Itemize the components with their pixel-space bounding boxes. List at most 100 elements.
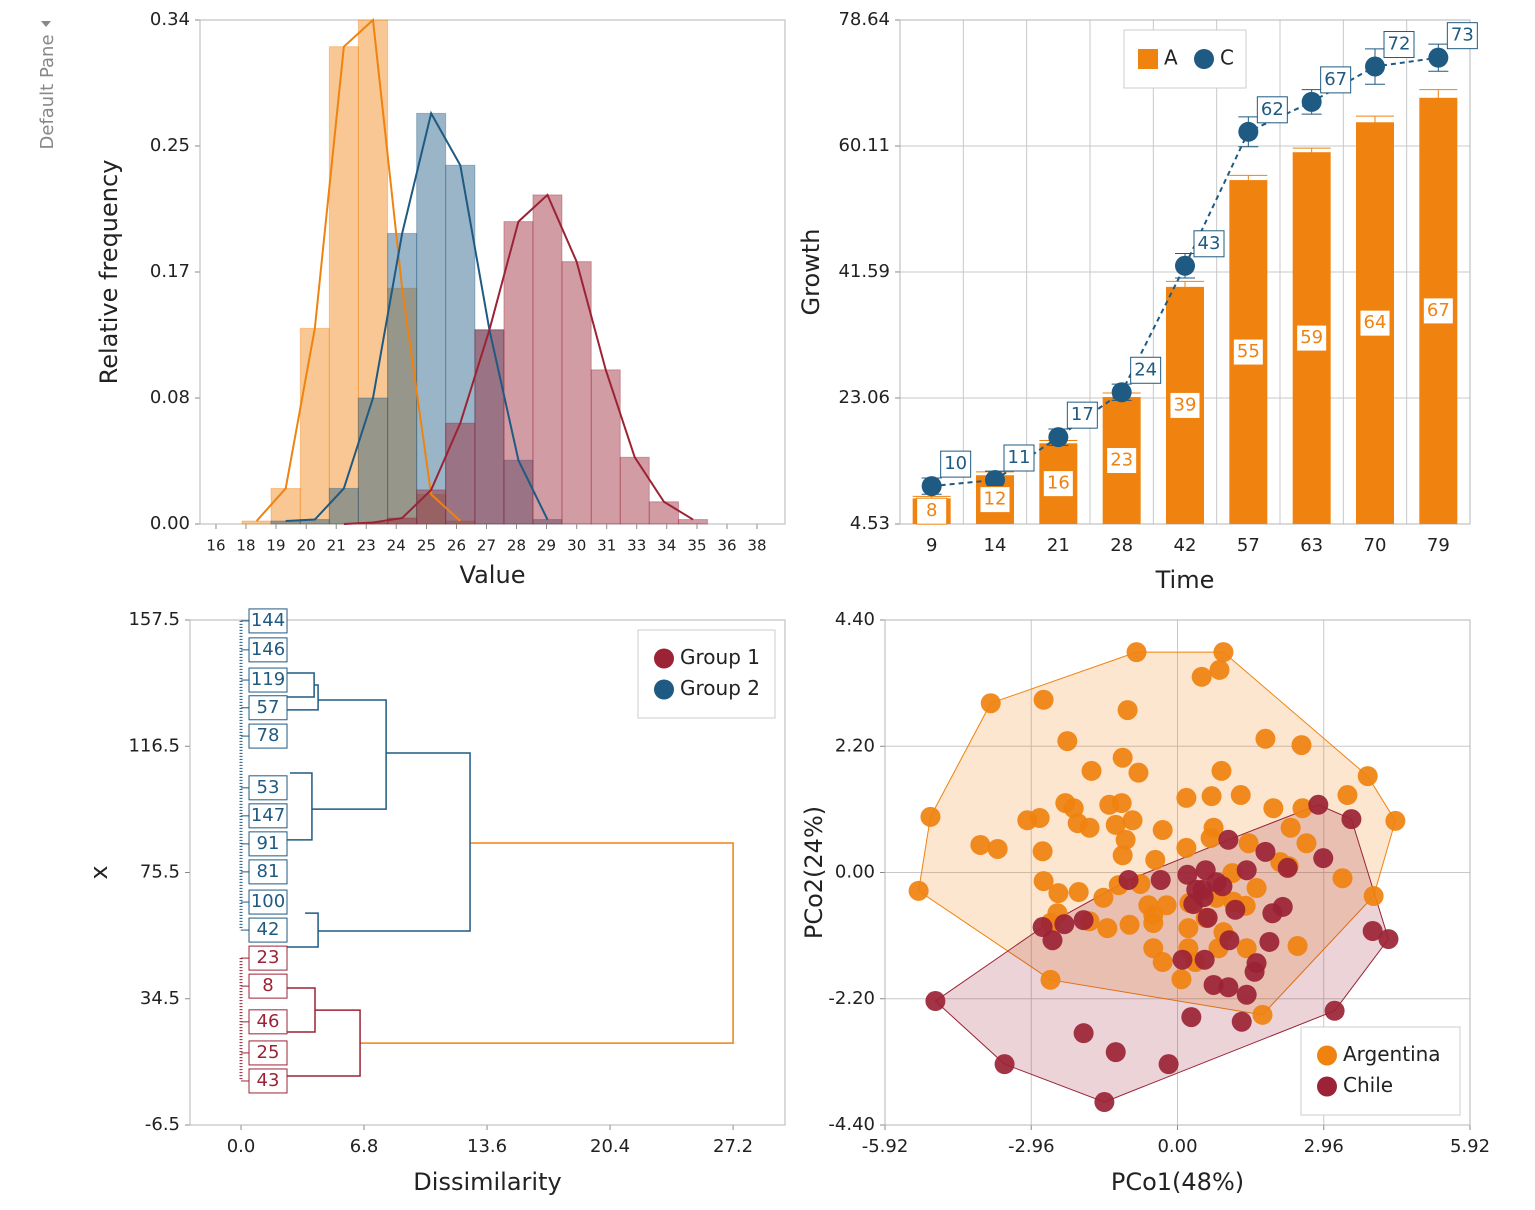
y-axis-title: PCo2(24%) <box>800 806 828 939</box>
scatter-point <box>1178 918 1199 939</box>
dendrogram-link <box>360 842 734 1044</box>
y-tick-label: 0.08 <box>150 387 190 408</box>
scatter-point <box>908 880 929 901</box>
scatter-point <box>1105 1042 1126 1063</box>
dendrogram-link <box>280 684 319 711</box>
histogram-bar <box>445 422 476 525</box>
leaf-label-box <box>248 1068 288 1094</box>
y-tick-label: 2.20 <box>835 735 875 756</box>
leaf-label-box <box>248 695 288 721</box>
x-tick-label: 63 <box>1300 535 1323 556</box>
histogram-bar <box>619 456 650 525</box>
data-label-box <box>1256 96 1288 124</box>
leaf-label-box <box>248 803 288 829</box>
histogram-bar <box>299 327 330 525</box>
x-tick-label: 29 <box>537 537 556 555</box>
data-label-box <box>1383 31 1415 59</box>
data-label-box <box>916 497 948 525</box>
data-label: 39 <box>1174 394 1197 415</box>
scatter-point <box>1236 984 1257 1005</box>
scatter-point <box>1244 961 1265 982</box>
x-tick-label: -2.96 <box>1008 1136 1055 1157</box>
y-tick-label: 116.5 <box>128 735 180 756</box>
leaf-label-box <box>248 723 288 749</box>
x-tick-label: 13.6 <box>467 1136 507 1157</box>
scatter-point <box>1126 642 1147 663</box>
scatter-point <box>1128 762 1149 783</box>
scatter-point <box>1255 728 1276 749</box>
scatter-point <box>1225 899 1246 920</box>
x-tick-label: 70 <box>1364 535 1387 556</box>
scatter-point <box>1357 766 1378 787</box>
data-label: 8 <box>926 500 937 521</box>
x-tick-label: 9 <box>926 535 937 556</box>
data-label-box <box>1422 297 1454 325</box>
x-tick-label: 79 <box>1427 535 1450 556</box>
scatter-point <box>1313 848 1334 869</box>
histogram-bar <box>328 46 359 525</box>
scatter-point <box>1378 929 1399 950</box>
y-axis-title: Relative frequency <box>95 160 123 385</box>
legend-box <box>637 629 776 719</box>
data-label: 62 <box>1261 99 1284 120</box>
y-tick-label: 4.53 <box>850 513 890 534</box>
x-tick-label: 42 <box>1174 535 1197 556</box>
scatter-point <box>1158 1054 1179 1075</box>
data-label: 64 <box>1364 312 1387 333</box>
data-label: 11 <box>1008 447 1031 468</box>
x-tick-label: 21 <box>1047 535 1070 556</box>
scatter-point <box>1118 869 1139 890</box>
scatter-point <box>1171 969 1192 990</box>
histogram-bar <box>270 487 301 525</box>
plot-frame <box>189 619 786 1126</box>
pane-label[interactable]: Default Pane <box>37 34 58 149</box>
data-label: 12 <box>984 489 1007 510</box>
y-tick-label: 60.11 <box>838 135 890 156</box>
scatter-point <box>1231 1011 1252 1032</box>
x-tick-label: 25 <box>417 537 436 555</box>
data-label-box <box>1003 444 1035 472</box>
legend-label: Group 2 <box>680 676 760 700</box>
x-axis-title: Dissimilarity <box>413 1168 561 1196</box>
data-label: 16 <box>1047 473 1070 494</box>
scatter-point <box>1211 760 1232 781</box>
data-label-box <box>1359 309 1391 337</box>
legend-box <box>1300 1026 1461 1116</box>
legend-label: C <box>1220 46 1234 70</box>
line-marker <box>1111 382 1132 403</box>
histogram-bar <box>678 519 709 525</box>
scatter-point <box>1093 887 1114 908</box>
line-marker <box>1428 47 1449 68</box>
x-tick-label: 30 <box>567 537 586 555</box>
y-tick-label: 0.00 <box>150 513 190 534</box>
data-label: 17 <box>1071 404 1094 425</box>
scatter-point <box>1362 921 1383 942</box>
line-marker <box>985 469 1005 490</box>
data-label-box <box>1106 447 1138 475</box>
leaf-label: 46 <box>257 1011 280 1032</box>
x-tick-label: -5.92 <box>862 1136 909 1157</box>
pane-dropdown-arrow[interactable] <box>41 21 51 27</box>
legend-marker <box>654 679 674 700</box>
scatter-point <box>1218 829 1239 850</box>
scatter-point <box>925 991 946 1012</box>
scatter-point <box>1236 938 1257 959</box>
histogram-bar <box>387 232 418 525</box>
dendrogram-link <box>311 699 387 810</box>
y-tick-label: 4.40 <box>835 609 875 630</box>
scatter-point <box>1112 845 1133 866</box>
x-tick-label: 18 <box>236 537 255 555</box>
error-bar <box>1419 89 1458 106</box>
leaf-label-box <box>248 859 288 885</box>
histogram-bar <box>648 501 680 525</box>
leaf-label-box <box>248 1040 288 1066</box>
leaf-label-box <box>248 973 288 999</box>
data-label-box <box>1320 66 1352 94</box>
scatter-point <box>1255 841 1276 862</box>
x-tick-label: 33 <box>627 537 646 555</box>
scatter-point <box>1280 817 1301 838</box>
x-tick-label: 38 <box>747 537 766 555</box>
legend-label: A <box>1164 46 1178 70</box>
leaf-label-box <box>248 1009 288 1035</box>
